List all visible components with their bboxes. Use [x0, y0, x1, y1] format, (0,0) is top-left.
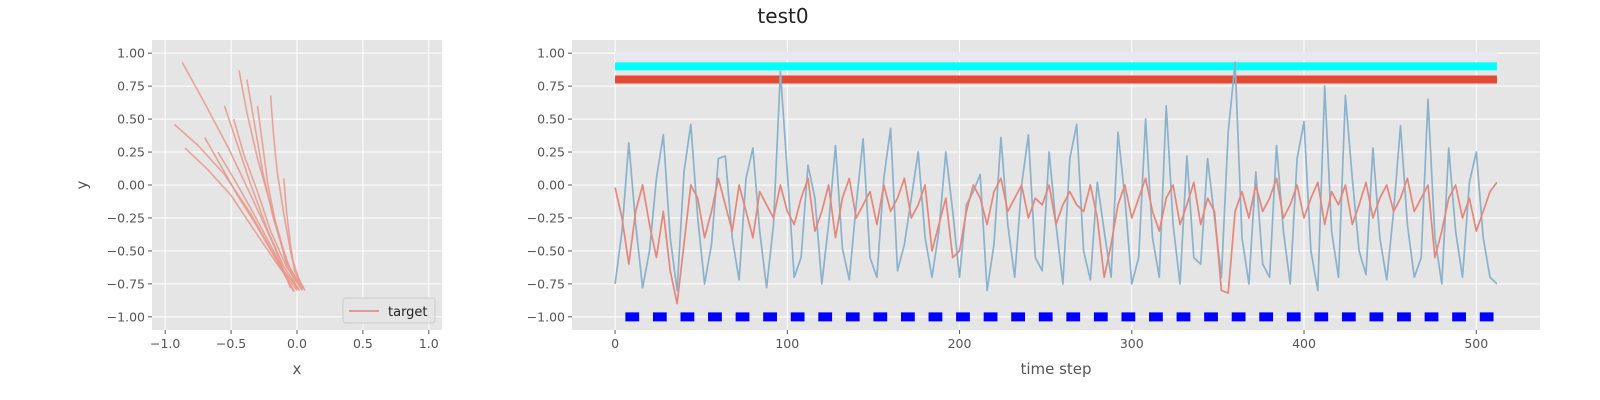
timeseries-tick-labels: 0 100 200 300 400 500 −1.00 −0.75 −0.50 −0.25 0.00…	[527, 46, 1489, 351]
target-trajectory-line	[232, 118, 303, 291]
timeseries-bands	[615, 51, 1497, 322]
y-tick-label: −0.75	[527, 276, 565, 291]
trajectory-lines	[173, 62, 306, 293]
y-tick-label: 1.00	[117, 46, 145, 61]
series-line-series-red	[614, 177, 1498, 305]
timeseries-axes: 0 100 200 300 400 500 −1.00 −0.75 −0.50 −0.25 0.00…	[527, 40, 1540, 378]
legend: target	[342, 297, 436, 324]
trajectory-axes: −1.0 −0.5 0.0 0.5 1.0 −1.00 −0.75 −0.50 −0.25 0.0…	[73, 40, 442, 378]
y-tick-label: −0.50	[107, 243, 145, 258]
x-tick-label: −1.0	[150, 336, 180, 351]
target-trajectory-line	[223, 105, 301, 291]
timeseries-lines	[614, 61, 1498, 305]
x-tick-label: 300	[1120, 336, 1144, 351]
y-tick-label: 0.25	[537, 145, 565, 160]
x-tick-label: −0.5	[216, 336, 246, 351]
target-trajectory-line	[184, 147, 298, 291]
x-tick-label: 500	[1464, 336, 1488, 351]
y-tick-label: −1.00	[107, 309, 145, 324]
y-tick-label: −0.25	[107, 210, 145, 225]
y-tick-label: 0.50	[117, 112, 145, 127]
y-tick-label: 0.50	[537, 112, 565, 127]
trajectory-x-label: x	[293, 360, 302, 378]
x-tick-label: 0.0	[287, 336, 307, 351]
x-tick-label: 100	[775, 336, 799, 351]
y-tick-label: −0.25	[527, 210, 565, 225]
x-tick-label: 200	[948, 336, 972, 351]
y-tick-label: −1.00	[527, 309, 565, 324]
target-trajectory-line	[217, 151, 299, 290]
y-tick-label: −0.75	[107, 276, 145, 291]
legend-box	[342, 297, 436, 324]
y-tick-label: 0.00	[117, 178, 145, 193]
timeseries-x-label: time step	[1020, 360, 1091, 378]
target-trajectory-line	[181, 62, 292, 289]
trajectory-tick-labels: −1.0 −0.5 0.0 0.5 1.0 −1.00 −0.75 −0.50 −0.25 0.0…	[107, 46, 439, 351]
y-tick-label: 1.00	[537, 46, 565, 61]
target-trajectory-line	[256, 105, 305, 289]
y-tick-label: 0.00	[537, 178, 565, 193]
target-trajectory-line	[246, 79, 302, 289]
x-tick-label: 0	[611, 336, 619, 351]
target-trajectory-line	[283, 178, 306, 291]
y-tick-label: 0.75	[537, 79, 565, 94]
y-tick-label: 0.75	[117, 79, 145, 94]
y-tick-label: −0.50	[527, 243, 565, 258]
legend-entry-target: target	[388, 305, 428, 320]
trajectory-grid	[152, 40, 442, 330]
x-tick-label: 400	[1292, 336, 1316, 351]
figure-title: test0	[757, 4, 808, 28]
x-tick-label: 0.5	[353, 336, 373, 351]
target-trajectory-line	[204, 137, 296, 293]
trajectory-y-label: y	[73, 180, 91, 189]
x-tick-label: 1.0	[419, 336, 439, 351]
y-tick-label: 0.25	[117, 145, 145, 160]
